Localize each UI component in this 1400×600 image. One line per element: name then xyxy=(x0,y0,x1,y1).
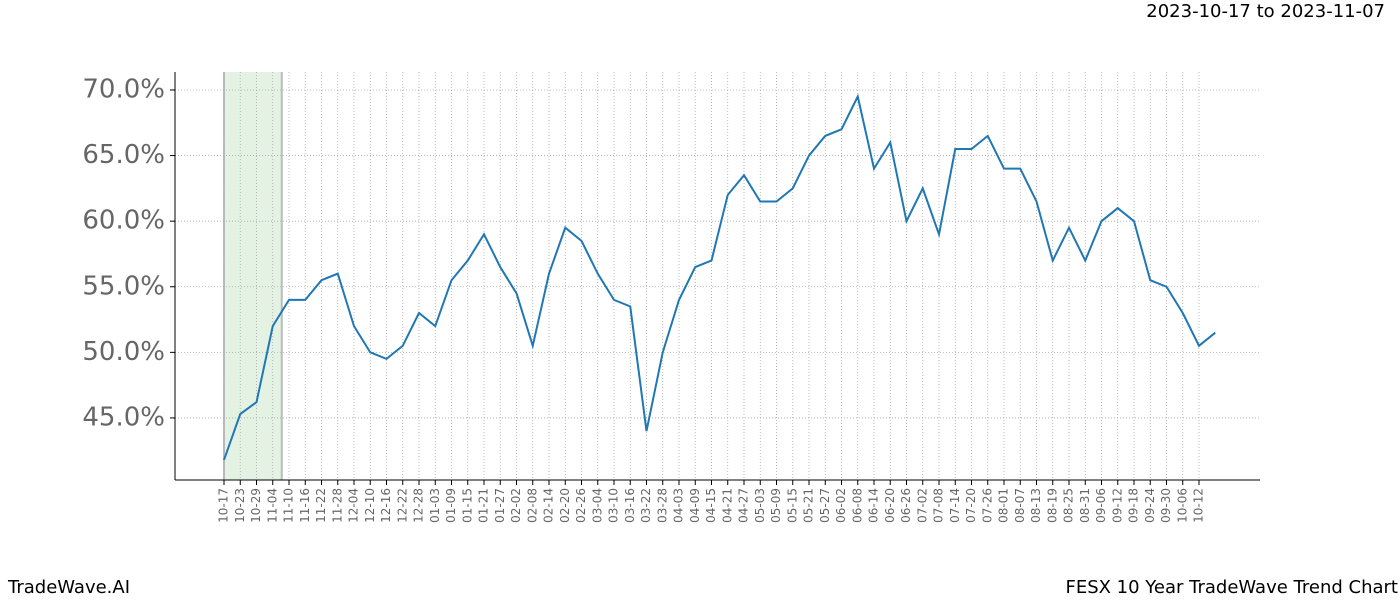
x-tick-label: 08-13 xyxy=(1029,488,1043,523)
x-tick-label: 10-23 xyxy=(233,488,247,523)
y-tick-label: 55.0% xyxy=(82,271,165,301)
x-tick-label: 12-28 xyxy=(412,488,426,523)
x-tick-label: 12-16 xyxy=(379,488,393,523)
x-tick-label: 10-12 xyxy=(1192,488,1206,523)
x-tick-label: 02-08 xyxy=(525,488,539,523)
x-tick-label: 01-15 xyxy=(460,488,474,523)
x-tick-label: 07-26 xyxy=(980,488,994,523)
x-tick-label: 08-25 xyxy=(1062,488,1076,523)
x-tick-label: 02-14 xyxy=(542,488,556,523)
trend-line xyxy=(223,93,1216,461)
x-tick-label: 11-22 xyxy=(314,488,328,523)
x-tick-label: 01-27 xyxy=(493,488,507,523)
x-tick-label: 08-01 xyxy=(997,488,1011,523)
x-tick-label: 06-26 xyxy=(899,488,913,523)
x-tick-label: 09-06 xyxy=(1094,488,1108,523)
x-tick-label: 01-09 xyxy=(444,488,458,523)
y-tick-label: 60.0% xyxy=(82,206,165,236)
x-tick-label: 05-15 xyxy=(785,488,799,523)
x-tick-label: 09-12 xyxy=(1110,488,1124,523)
highlight-band xyxy=(224,72,282,480)
x-tick-label: 11-28 xyxy=(330,488,344,523)
x-tick-label: 04-27 xyxy=(737,488,751,523)
x-tick-label: 07-20 xyxy=(964,488,978,523)
x-tick-label: 06-08 xyxy=(850,488,864,523)
x-tick-label: 08-07 xyxy=(1013,488,1027,523)
x-tick-label: 03-16 xyxy=(623,488,637,523)
date-range: 2023-10-17 to 2023-11-07 xyxy=(1146,1,1385,22)
x-tick-label: 05-21 xyxy=(802,488,816,523)
x-tick-label: 12-22 xyxy=(395,488,409,523)
brand: TradeWave.AI xyxy=(7,577,130,598)
x-tick-label: 06-14 xyxy=(867,488,881,523)
x-tick-label: 07-08 xyxy=(932,488,946,523)
x-tick-label: 09-24 xyxy=(1143,488,1157,523)
x-tick-label: 11-16 xyxy=(298,488,312,523)
x-tick-label: 05-09 xyxy=(769,488,783,523)
y-tick-label: 65.0% xyxy=(82,140,165,170)
x-tick-label: 04-15 xyxy=(704,488,718,523)
x-tick-label: 07-14 xyxy=(948,488,962,523)
x-tick-label: 03-04 xyxy=(590,488,604,523)
x-tick-label: 03-28 xyxy=(655,488,669,523)
x-tick-label: 06-20 xyxy=(883,488,897,523)
x-tick-label: 12-10 xyxy=(363,488,377,523)
y-tick-label: 70.0% xyxy=(82,74,165,104)
x-tick-label: 03-10 xyxy=(607,488,621,523)
chart-title: FESX 10 Year TradeWave Trend Chart xyxy=(1065,577,1398,598)
x-tick-label: 03-22 xyxy=(639,488,653,523)
x-tick-label: 01-03 xyxy=(428,488,442,523)
x-tick-label: 05-27 xyxy=(818,488,832,523)
x-tick-label: 09-18 xyxy=(1127,488,1141,523)
x-tick-label: 08-31 xyxy=(1078,488,1092,523)
x-tick-label: 04-09 xyxy=(688,488,702,523)
x-tick-label: 06-02 xyxy=(834,488,848,523)
x-tick-label: 12-04 xyxy=(347,488,361,523)
x-tick-label: 01-21 xyxy=(477,488,491,523)
x-tick-label: 10-29 xyxy=(249,488,263,523)
x-tick-label: 02-02 xyxy=(509,488,523,523)
y-tick-label: 50.0% xyxy=(82,337,165,367)
x-tick-label: 10-17 xyxy=(217,488,231,523)
x-tick-label: 07-02 xyxy=(915,488,929,523)
x-tick-label: 04-21 xyxy=(720,488,734,523)
x-tick-label: 09-30 xyxy=(1159,488,1173,523)
x-tick-label: 10-06 xyxy=(1175,488,1189,523)
y-tick-label: 45.0% xyxy=(82,402,165,432)
x-tick-label: 05-03 xyxy=(753,488,767,523)
x-tick-label: 02-20 xyxy=(558,488,572,523)
x-tick-label: 11-10 xyxy=(282,488,296,523)
x-tick-label: 02-26 xyxy=(574,488,588,523)
x-tick-label: 11-04 xyxy=(265,488,279,523)
x-tick-label: 08-19 xyxy=(1045,488,1059,523)
x-tick-label: 04-03 xyxy=(672,488,686,523)
